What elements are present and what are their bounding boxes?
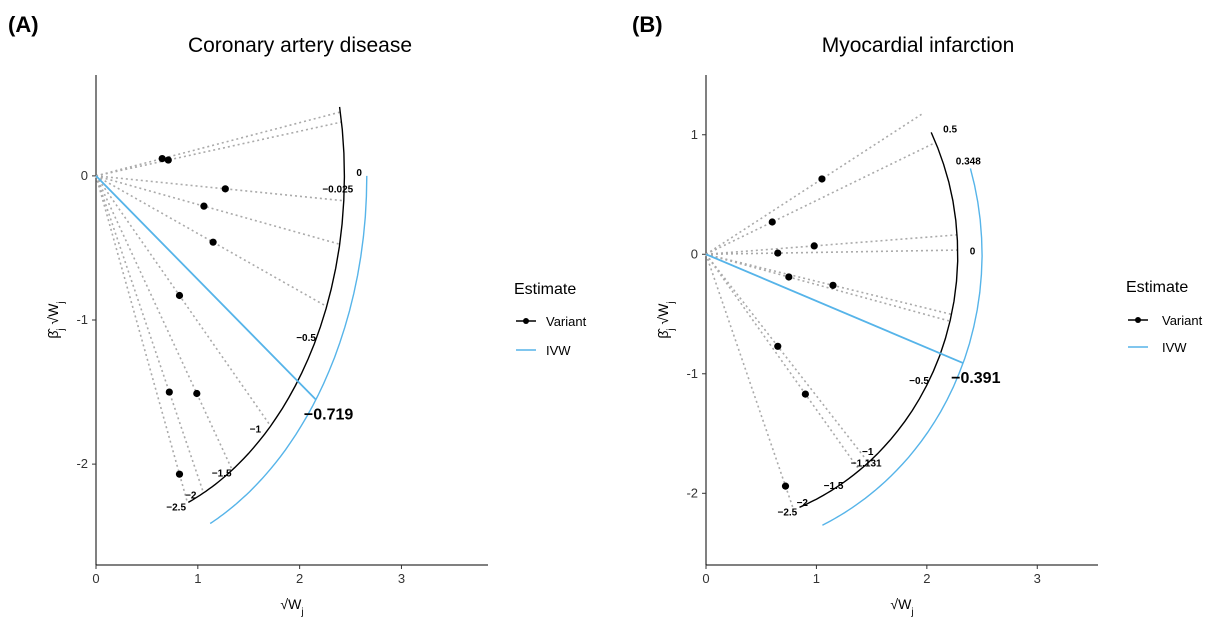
panel-a-radial-tick-label: −0.5: [296, 333, 316, 344]
panel-b-y-tick-label: 0: [691, 246, 698, 261]
panel-b-variant-point: [818, 175, 826, 183]
panel-a-variant-point: [221, 185, 229, 193]
panel-a-variant-point: [209, 238, 217, 246]
panel-a-variant-ray: [95, 175, 205, 494]
panel-a-x-tick-label: 2: [296, 571, 303, 586]
panel-a-scale-arc: [187, 106, 346, 504]
panel-b-variant-ray: [705, 253, 861, 471]
legend-b-title: Estimate: [1126, 279, 1188, 296]
panel-a-radial-tick-label: −1: [250, 425, 262, 436]
panel-a-x-axis-label: √Wj: [280, 596, 303, 617]
panel-b-radial-tick-label: −2.5: [778, 507, 798, 518]
panel-a-radial-tick-label: −0.025: [322, 185, 353, 196]
panel-a-variant-ray: [95, 175, 233, 471]
panel-b-title: Myocardial infarction: [822, 34, 1015, 57]
legend-a: Estimate Variant IVW: [514, 281, 587, 358]
panel-b-ivw-arc: [822, 168, 983, 526]
panel-b-label: (B): [632, 12, 663, 37]
panel-a-ivw-arc: [209, 175, 368, 525]
panel-b-radial-tick-label: −2: [797, 498, 809, 509]
panel-a-variant-point: [175, 470, 184, 478]
panel-b-variant-point: [774, 342, 782, 350]
panel-b-x-axis-label: √Wj: [890, 596, 913, 617]
panel-b-variant-ray: [705, 234, 958, 256]
panel-a-radial-tick-label: −1.5: [212, 468, 232, 479]
panel-a-variant-ray: [95, 175, 340, 245]
panel-a-y-tick-label: 0: [81, 168, 88, 183]
panel-b-variant-point: [801, 390, 809, 398]
panel-b-y-tick-label: -1: [686, 366, 698, 381]
legend-b-variant-label: Variant: [1162, 313, 1203, 328]
panel-a-label: (A): [8, 12, 39, 37]
panel-b-variant-ray: [705, 253, 951, 322]
legend-a-title: Estimate: [514, 281, 576, 298]
panel-b-radial-tick-label: 0: [970, 246, 976, 257]
legend-a-ivw-label: IVW: [546, 343, 571, 358]
panel-b-plot: 0 1 2 3 -2 -1 0 1 √Wj β̂j √Wj −0.391 0.348 0.5 0 −0.5 −…: [655, 75, 1098, 617]
panel-b-variant-ray: [705, 113, 923, 255]
panel-a-variant-ray: [95, 111, 341, 177]
panel-b-y-axis-label: β̂j √Wj: [655, 301, 677, 338]
panel-a-ivw-label: −0.719: [304, 407, 353, 424]
panel-b-variant-point: [768, 218, 776, 226]
panel-b-scale-arc: [799, 132, 959, 508]
panel-a-variant-point: [200, 202, 208, 210]
panel-a-variant-point: [165, 388, 173, 396]
panel-b-variant-ray: [705, 253, 870, 463]
panel-b-x-tick-label: 3: [1034, 571, 1041, 586]
panel-a-variant-ray: [95, 175, 344, 202]
panel-b-radial-tick-label: −1.5: [824, 481, 844, 492]
panel-b-variant-ray: [705, 141, 936, 255]
panel-a-x-tick-label: 0: [92, 571, 99, 586]
panel-b-variant-point: [785, 273, 793, 281]
legend-a-variant-dot: [523, 318, 529, 324]
panel-a-y-tick-label: -1: [76, 312, 88, 327]
panel-a-variant-point: [158, 154, 166, 163]
panel-b-y-tick-label: -2: [686, 485, 698, 500]
panel-a-plot: 0 1 2 3-2-10√Wjβ̂j √Wj−0.719−0.0250−0.5−1−1…: [45, 75, 488, 617]
legend-a-variant-label: Variant: [546, 314, 587, 329]
panel-b-ivw-line: [705, 253, 964, 364]
panel-a-variant-point: [175, 291, 184, 300]
panel-a-variant-ray: [95, 175, 272, 427]
panel-b-variant-ray: [705, 249, 958, 256]
panel-a-radial-tick-label: 0: [356, 168, 362, 179]
panel-b-variant-point: [781, 482, 790, 490]
panel-b-variant-point: [774, 249, 782, 257]
panel-a-x-tick-label: 3: [398, 571, 405, 586]
panel-a-variant-ray: [95, 175, 189, 504]
panel-b-radial-tick-label: 0.348: [956, 157, 981, 168]
panel-b-radial-tick-label: −1.131: [851, 458, 882, 469]
panel-b-variant-point: [829, 281, 837, 289]
panel-b-variant-point: [810, 242, 818, 250]
panel-b-ivw-label: −0.391: [951, 370, 1000, 387]
panel-b-x-tick-label: 2: [923, 571, 930, 586]
panel-a-title: Coronary artery disease: [188, 34, 412, 57]
panel-a-radial-tick-label: −2.5: [166, 502, 186, 513]
panel-a-variant-point: [164, 156, 172, 164]
panel-a-variant-ray: [95, 175, 328, 308]
panel-b-y-tick-label: 1: [691, 127, 698, 142]
panel-a-x-tick-label: 1: [194, 571, 201, 586]
panel-b-variant-ray: [705, 253, 952, 316]
legend-b: Estimate Variant IVW: [1126, 279, 1203, 355]
panel-a-y-axis-label: β̂j √Wj: [45, 301, 67, 338]
panel-a-radial-tick-label: −2: [185, 490, 197, 501]
legend-b-variant-dot: [1135, 317, 1141, 323]
legend-b-ivw-label: IVW: [1162, 340, 1187, 355]
panel-a-ivw-line: [95, 175, 317, 401]
panel-b-radial-tick-label: 0.5: [943, 124, 957, 135]
panel-b-radial-tick-label: −1: [862, 447, 874, 458]
panel-b-x-tick-label: 0: [702, 571, 709, 586]
panel-a-variant-point: [193, 389, 201, 398]
panel-b-variant-ray: [705, 254, 795, 510]
panel-a-variant-ray: [95, 121, 342, 177]
panel-a-y-tick-label: -2: [76, 456, 88, 471]
panel-b-x-tick-label: 1: [813, 571, 820, 586]
panel-b-radial-tick-label: −0.5: [909, 376, 929, 387]
